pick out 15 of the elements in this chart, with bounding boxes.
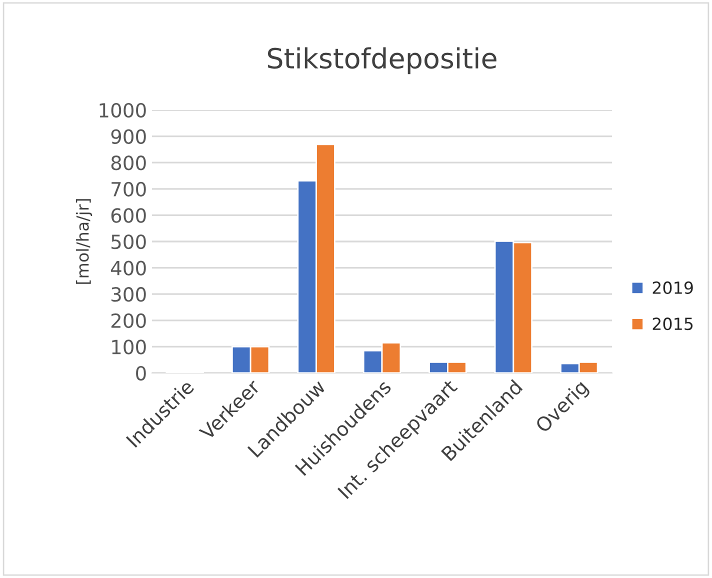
y-tick-label: 900: [111, 129, 146, 144]
legend-label: 2019: [652, 281, 693, 294]
chart-title: Stikstofdepositie: [268, 47, 496, 74]
y-tick-label: 800: [111, 156, 146, 170]
y-tick-label: 0: [136, 366, 146, 381]
y-tick-label: 600: [111, 208, 146, 223]
y-tick-label: 100: [112, 340, 146, 354]
y-tick-label: 200: [111, 313, 146, 328]
y-axis-title: [mol/ha/jr]: [76, 199, 92, 284]
y-tick-label: 400: [110, 260, 146, 276]
legend-label: 2015: [652, 318, 693, 330]
y-tick-label: 500: [112, 234, 146, 250]
y-tick-label: 300: [112, 287, 146, 302]
y-tick-label: 700: [112, 182, 146, 197]
y-tick-label: 1000: [100, 102, 146, 118]
